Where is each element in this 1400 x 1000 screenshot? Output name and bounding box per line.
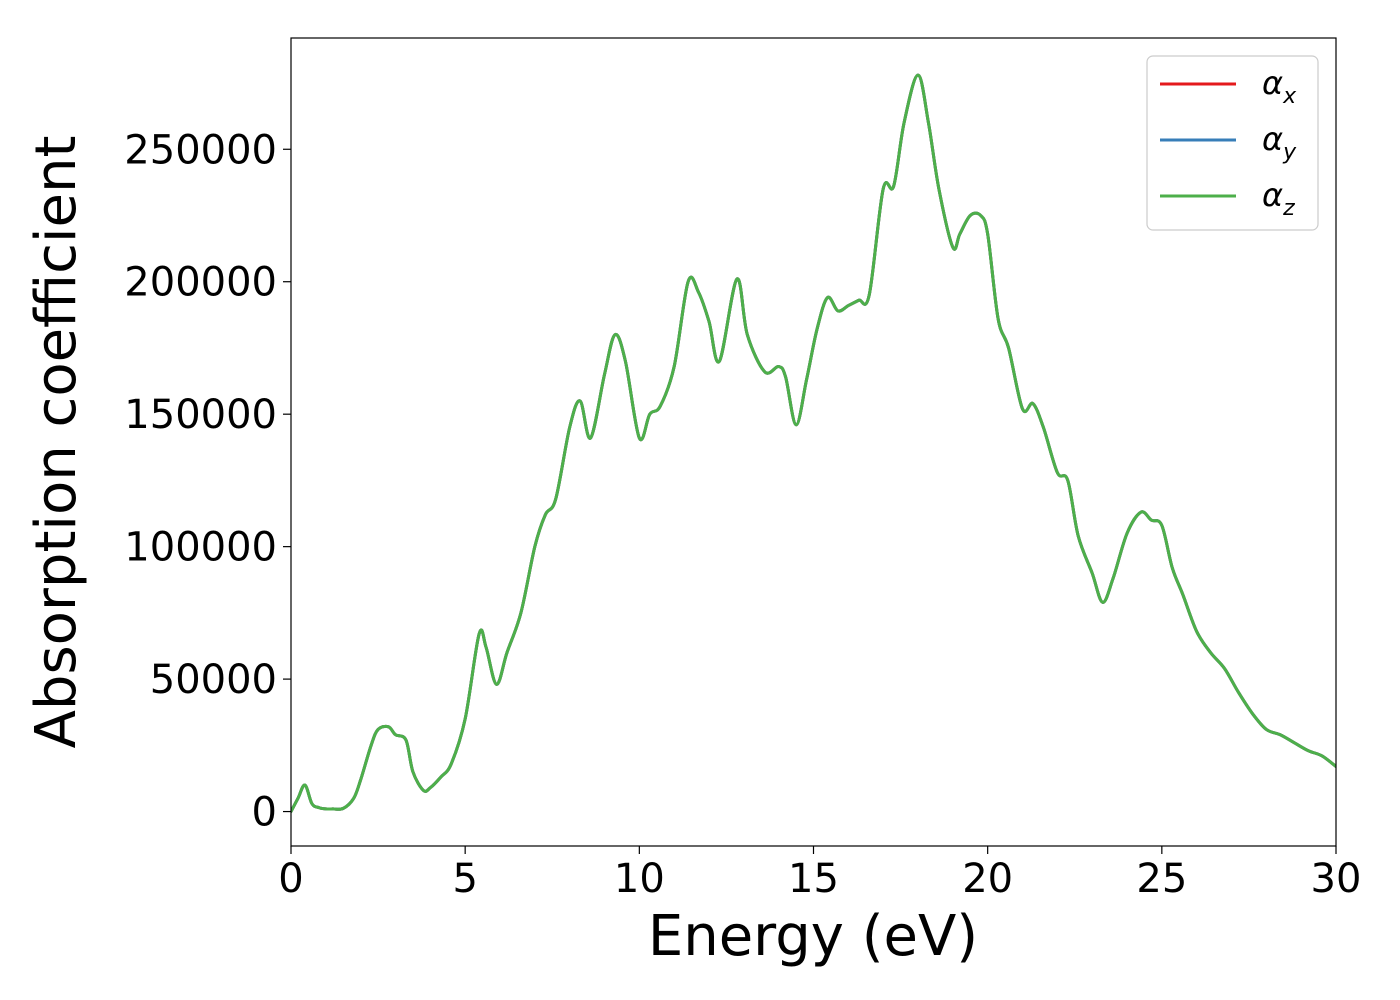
x-tick-label: 15 [788,856,839,902]
x-tick-label: 0 [278,856,303,902]
legend-items: αx αy αz [1160,64,1297,221]
legend-label-alpha-y: αy [1262,120,1297,165]
legend-label-alpha-z: αz [1262,176,1295,221]
legend-label-alpha-x: αx [1262,64,1297,109]
legend: αx αy αz [1146,55,1319,231]
x-tick-label: 10 [614,856,665,902]
y-axis-title: Absorption coefficient [24,136,89,749]
legend-frame [1146,55,1319,231]
series-layer [291,73,1336,814]
x-tick-label: 25 [1136,856,1187,902]
x-axis-ticks: 0 5 10 15 20 25 30 [278,846,1361,902]
y-tick-label: 0 [252,790,277,836]
x-tick-label: 5 [452,856,477,902]
x-tick-label: 30 [1311,856,1362,902]
y-tick-label: 50000 [150,657,277,703]
x-axis-title: Energy (eV) [648,904,978,969]
y-tick-label: 200000 [124,260,277,306]
y-tick-label: 150000 [124,392,277,438]
y-tick-label: 100000 [124,525,277,571]
x-tick-label: 20 [962,856,1013,902]
series-line-alpha-z [291,73,1336,814]
y-tick-label: 250000 [124,127,277,173]
y-axis-ticks: 0 50000 100000 150000 200000 250000 [124,127,291,836]
